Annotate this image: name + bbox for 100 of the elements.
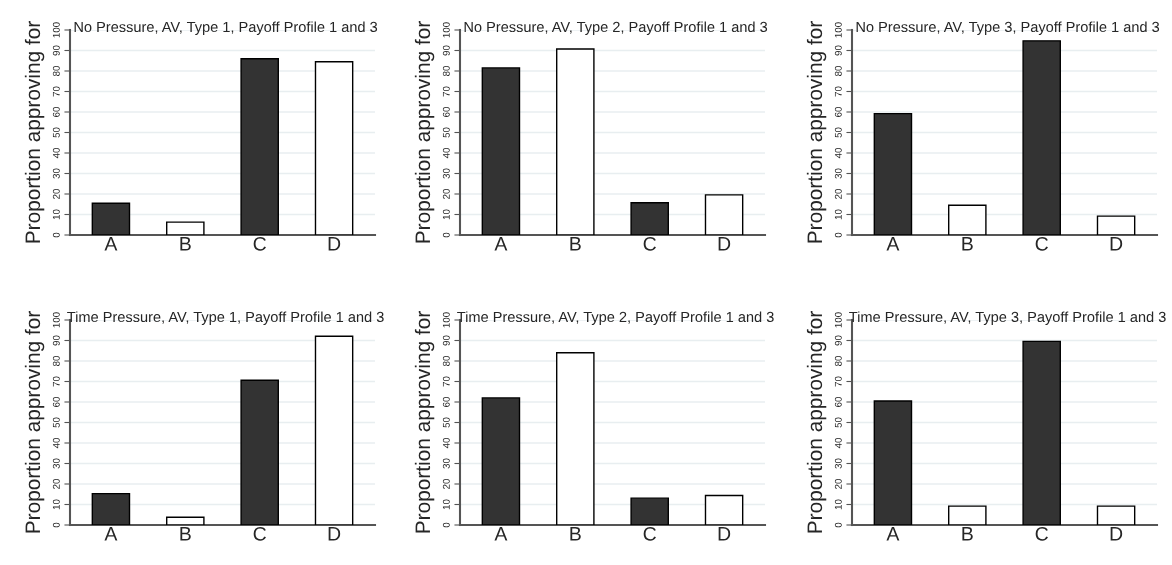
bar — [630, 202, 669, 235]
bar — [481, 397, 521, 525]
bar — [1096, 505, 1136, 525]
bar — [556, 352, 595, 525]
x-tick-label: A — [104, 237, 118, 251]
y-tick-label: 100 — [52, 22, 60, 38]
chart-title: Time Pressure, AV, Type 3, Payoff Profile 1 and 3 — [849, 311, 1166, 325]
chart-title: No Pressure, AV, Type 3, Payoff Profile 1 and 3 — [856, 21, 1160, 35]
y-tick-label: 40 — [442, 147, 450, 159]
y-tick-label: 10 — [52, 209, 60, 220]
y-tick-label: 60 — [834, 396, 842, 407]
bar — [873, 400, 913, 525]
x-tick-label: C — [253, 526, 266, 541]
bar — [91, 492, 131, 525]
y-tick-label: 80 — [834, 65, 842, 76]
bar — [948, 204, 987, 235]
y-tick-label: 80 — [442, 355, 450, 366]
y-tick-label: 50 — [834, 417, 842, 428]
y-tick-label: 50 — [834, 127, 842, 138]
x-tick-label: D — [1110, 237, 1123, 251]
x-tick-label: C — [643, 236, 656, 251]
chart-title: Time Pressure, AV, Type 1, Payoff Profile 1 and 3 — [67, 311, 384, 325]
y-tick-label: 100 — [442, 22, 450, 38]
y-axis-title: Proportion approving for — [806, 21, 827, 243]
y-axis-title: Proportion approving for — [414, 311, 435, 533]
y-tick-label: 40 — [442, 437, 450, 449]
y-tick-label: 40 — [52, 147, 60, 159]
x-tick-label: D — [718, 237, 731, 251]
y-tick-label: 60 — [52, 396, 60, 407]
y-tick-label: 30 — [834, 458, 842, 469]
y-tick-label: 90 — [52, 45, 60, 56]
x-tick-label: D — [1110, 527, 1123, 541]
bar — [948, 505, 987, 525]
y-tick-label: 60 — [834, 106, 842, 117]
y-tick-label: 20 — [442, 188, 450, 199]
x-tick-label: B — [570, 527, 581, 541]
y-tick-label: 10 — [442, 499, 450, 510]
y-tick-label: 0 — [834, 232, 842, 238]
bar — [314, 61, 354, 235]
y-tick-label: 70 — [52, 86, 60, 97]
x-tick-label: C — [253, 236, 266, 251]
y-tick-label: 0 — [442, 522, 450, 528]
y-tick-label: 30 — [442, 168, 450, 179]
x-tick-label: B — [180, 237, 191, 251]
x-tick-label: C — [1035, 236, 1048, 251]
y-tick-label: 100 — [52, 312, 60, 328]
y-tick-label: 30 — [52, 458, 60, 469]
bar — [873, 112, 913, 235]
y-tick-label: 20 — [834, 188, 842, 199]
y-tick-label: 80 — [442, 65, 450, 76]
y-tick-label: 50 — [442, 417, 450, 428]
y-tick-label: 20 — [52, 188, 60, 199]
y-tick-label: 60 — [52, 106, 60, 117]
y-tick-label: 40 — [834, 147, 842, 159]
x-tick-label: A — [886, 527, 900, 541]
y-tick-label: 90 — [442, 335, 450, 346]
y-tick-label: 90 — [442, 45, 450, 56]
y-tick-label: 10 — [52, 499, 60, 510]
y-tick-label: 80 — [834, 355, 842, 366]
y-tick-label: 30 — [442, 458, 450, 469]
bar — [166, 221, 205, 235]
bar — [314, 335, 354, 525]
x-tick-label: D — [328, 237, 341, 251]
y-tick-label: 20 — [442, 478, 450, 489]
y-tick-label: 100 — [834, 22, 842, 38]
y-tick-label: 0 — [834, 522, 842, 528]
y-tick-label: 90 — [834, 45, 842, 56]
y-tick-label: 0 — [52, 232, 60, 238]
y-tick-label: 30 — [52, 168, 60, 179]
y-axis-title: Proportion approving for — [806, 311, 827, 533]
bar — [240, 379, 279, 525]
x-tick-label: B — [570, 237, 581, 251]
chart-title: No Pressure, AV, Type 2, Payoff Profile 1 and 3 — [464, 21, 768, 35]
bar — [1022, 340, 1061, 525]
y-tick-label: 80 — [52, 355, 60, 366]
y-tick-label: 30 — [834, 168, 842, 179]
chart-title: Time Pressure, AV, Type 2, Payoff Profile 1 and 3 — [457, 311, 774, 325]
y-axis-title: Proportion approving for — [414, 21, 435, 243]
y-tick-label: 70 — [834, 376, 842, 387]
x-tick-label: A — [886, 237, 900, 251]
y-tick-label: 10 — [834, 209, 842, 220]
x-tick-label: B — [180, 527, 191, 541]
y-tick-label: 0 — [442, 232, 450, 238]
x-tick-label: A — [494, 527, 508, 541]
y-tick-label: 50 — [52, 127, 60, 138]
y-tick-label: 60 — [442, 106, 450, 117]
x-tick-label: D — [718, 527, 731, 541]
y-tick-label: 40 — [52, 437, 60, 449]
y-tick-label: 100 — [442, 312, 450, 328]
x-tick-label: C — [1035, 526, 1048, 541]
y-tick-label: 70 — [834, 86, 842, 97]
y-tick-label: 70 — [442, 86, 450, 97]
bar — [1022, 40, 1061, 235]
y-tick-label: 10 — [834, 499, 842, 510]
bar — [704, 494, 744, 525]
bar — [240, 58, 279, 235]
x-tick-label: A — [494, 237, 508, 251]
bar — [556, 48, 595, 235]
y-tick-label: 50 — [442, 127, 450, 138]
y-tick-label: 90 — [52, 335, 60, 346]
